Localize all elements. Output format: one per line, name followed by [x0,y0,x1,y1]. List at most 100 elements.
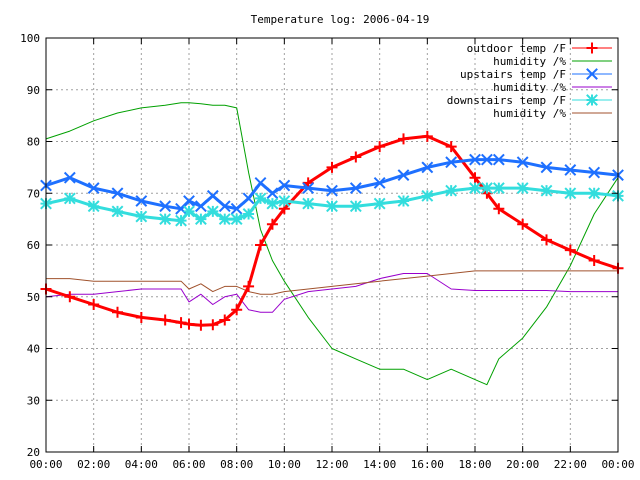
data-point [445,156,458,169]
y-tick-label: 60 [27,239,40,252]
data-point [195,200,207,213]
data-point [219,314,231,326]
x-tick-label: 12:00 [315,458,348,471]
y-tick-label: 40 [27,343,40,356]
series-line [45,102,619,386]
data-point [207,319,219,331]
x-tick-label: 06:00 [172,458,205,471]
data-point [302,177,314,189]
data-point [63,171,76,184]
data-point [242,192,255,205]
data-point [195,319,207,331]
data-point [231,304,243,316]
data-point [349,182,362,194]
data-point [445,141,457,153]
data-point [492,153,505,166]
x-tick-label: 00:00 [601,458,634,471]
series-line [45,273,618,313]
data-point [469,153,481,166]
data-point [588,166,601,179]
data-point [111,205,124,218]
data-point [373,197,386,210]
x-tick-label: 22:00 [554,458,587,471]
data-point [242,208,255,220]
data-point [206,189,219,202]
data-point [397,195,410,207]
data-point [326,161,338,173]
data-point [445,184,458,197]
chart-title: Temperature log: 2006-04-19 [251,13,430,26]
data-point [63,192,76,205]
data-point [243,280,255,292]
data-point [469,172,481,184]
data-point [255,239,266,251]
data-point [111,187,124,200]
data-point [175,214,187,227]
data-point [302,197,315,210]
data-point [373,176,386,189]
data-point [588,187,601,200]
y-tick-label: 90 [27,84,40,97]
series-0 [40,130,624,331]
data-point [469,182,481,194]
data-point [183,318,195,330]
series-1 [45,102,619,386]
data-point [183,195,195,207]
data-point [175,317,187,329]
data-point [540,161,553,174]
legend-marker [586,42,598,54]
y-tick-label: 100 [20,32,40,45]
data-point [135,210,148,223]
data-point [541,234,552,246]
data-point [159,314,171,326]
legend-marker [586,68,598,80]
legend-label: humidity /% [493,55,566,68]
x-tick-label: 04:00 [125,458,158,471]
data-point [564,164,577,176]
x-tick-label: 02:00 [77,458,110,471]
data-point [350,151,362,163]
y-tick-label: 80 [27,136,40,149]
series-3 [45,273,618,313]
data-point [266,218,278,230]
legend-label: upstairs temp /F [460,68,566,81]
data-point [266,187,279,200]
series-2 [40,153,624,215]
x-tick-label: 10:00 [268,458,301,471]
data-point [374,141,386,153]
series-4 [40,182,624,227]
y-tick-label: 30 [27,394,40,407]
data-point [564,244,576,256]
y-tick-label: 20 [27,446,40,459]
data-point [206,205,219,218]
data-point [87,200,100,213]
x-tick-label: 08:00 [220,458,253,471]
series-5 [46,270,618,295]
data-point [254,192,267,205]
data-point [481,153,493,166]
data-point [254,176,267,189]
data-point [540,184,553,197]
x-tick-label: 00:00 [29,458,62,471]
data-point [278,179,291,192]
data-point [112,306,123,318]
data-point [493,203,505,215]
data-point [64,291,76,303]
x-tick-label: 18:00 [458,458,491,471]
data-point [218,213,231,226]
data-point [349,200,362,213]
data-point [230,202,243,215]
data-point [421,161,434,174]
data-point [135,311,147,323]
data-point [326,184,338,197]
data-point [516,182,529,194]
y-tick-label: 50 [27,291,40,304]
data-point [135,195,148,207]
data-point [397,169,410,182]
x-tick-label: 20:00 [506,458,539,471]
plot-series [40,102,624,386]
legend-label: outdoor temp /F [467,42,566,55]
data-point [218,200,231,213]
